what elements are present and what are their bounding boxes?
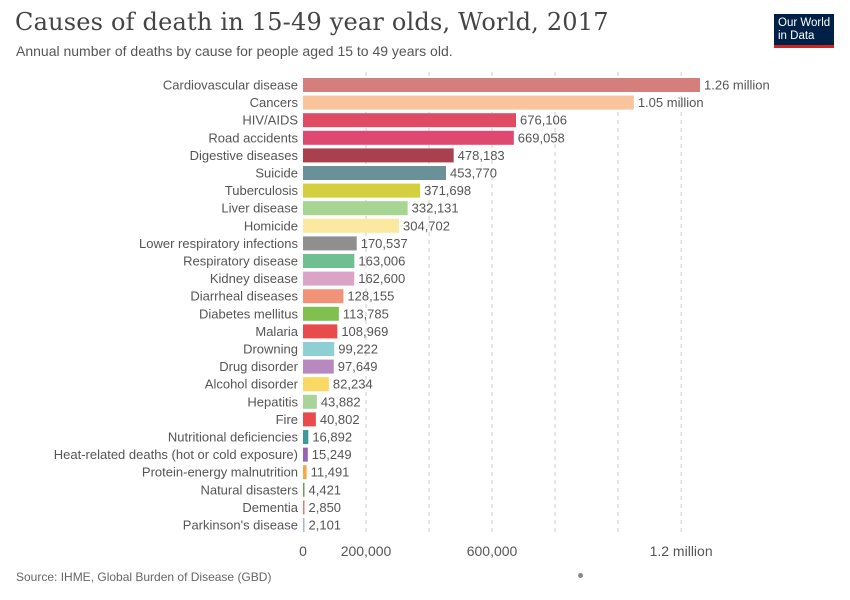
x-axis: 0 200,000 600,000 1.2 million xyxy=(299,543,713,559)
bar xyxy=(303,78,700,92)
bar xyxy=(303,183,421,198)
logo-line-1: Our World xyxy=(778,17,831,29)
value-label: 669,058 xyxy=(518,130,565,145)
category-label: Dementia xyxy=(242,500,298,515)
bar xyxy=(303,130,514,145)
value-label: 40,802 xyxy=(320,412,360,427)
value-label: 99,222 xyxy=(338,342,378,357)
category-label: Diabetes mellitus xyxy=(199,306,298,321)
logo-line-2: in Data xyxy=(778,30,815,42)
bar xyxy=(303,289,344,304)
x-tick-label: 200,000 xyxy=(341,543,392,559)
category-label: Fire xyxy=(276,412,298,427)
value-label: 97,649 xyxy=(338,359,378,374)
category-label: Suicide xyxy=(255,166,298,181)
bar xyxy=(303,254,355,268)
bar xyxy=(303,166,446,180)
category-label: Tuberculosis xyxy=(225,183,299,198)
category-label: Heat-related deaths (hot or cold exposur… xyxy=(54,447,298,462)
value-label: 676,106 xyxy=(520,113,567,128)
category-label: Road accidents xyxy=(208,130,298,145)
category-label: Parkinson's disease xyxy=(183,518,298,533)
value-label: 16,892 xyxy=(312,430,352,445)
bar xyxy=(303,271,355,286)
value-label: 128,155 xyxy=(347,289,394,304)
value-label: 162,600 xyxy=(358,271,405,286)
value-label: 4,421 xyxy=(309,482,342,497)
value-label: 11,491 xyxy=(311,465,350,480)
category-label: Homicide xyxy=(244,218,298,233)
category-label: HIV/AIDS xyxy=(242,113,298,128)
value-label: 170,537 xyxy=(361,236,408,251)
bar xyxy=(303,518,305,532)
bar xyxy=(303,377,329,392)
value-label: 108,969 xyxy=(341,324,388,339)
bar xyxy=(303,430,309,444)
category-label: Digestive diseases xyxy=(190,148,299,163)
bar xyxy=(303,201,408,216)
bar xyxy=(303,500,305,515)
chart-subtitle: Annual number of deaths by cause for peo… xyxy=(16,43,453,59)
value-label: 1.26 million xyxy=(704,78,770,93)
bar xyxy=(303,95,634,110)
bar xyxy=(303,359,334,374)
category-label: Drug disorder xyxy=(219,359,298,374)
x-tick-label: 0 xyxy=(299,543,307,559)
value-label: 453,770 xyxy=(450,166,497,181)
value-label: 113,785 xyxy=(343,306,389,321)
x-tick-label: 1.2 million xyxy=(650,543,713,559)
bar xyxy=(303,236,357,251)
category-label: Diarrheal diseases xyxy=(190,289,298,304)
bar xyxy=(303,218,400,233)
category-label: Alcohol disorder xyxy=(205,377,299,392)
bar xyxy=(303,324,338,339)
value-label: 478,183 xyxy=(458,148,505,163)
timeline-dot[interactable] xyxy=(578,573,583,578)
bar xyxy=(303,306,339,321)
category-label: Protein-energy malnutrition xyxy=(142,465,298,480)
bars: Cardiovascular disease 1.26 million Cancer… xyxy=(54,78,770,533)
value-label: 82,234 xyxy=(333,377,373,392)
category-label: Nutritional deficiencies xyxy=(168,430,299,445)
value-label: 15,249 xyxy=(312,447,352,462)
value-label: 2,101 xyxy=(309,518,342,533)
category-label: Drowning xyxy=(243,342,298,357)
bar xyxy=(303,482,305,497)
value-label: 332,131 xyxy=(412,201,459,216)
value-label: 1.05 million xyxy=(638,95,704,110)
value-label: 2,850 xyxy=(309,500,342,515)
bar xyxy=(303,113,517,128)
category-label: Natural disasters xyxy=(200,482,298,497)
bar xyxy=(303,394,317,409)
x-tick-label: 600,000 xyxy=(467,543,518,559)
category-label: Cancers xyxy=(250,95,299,110)
value-label: 163,006 xyxy=(358,254,405,269)
category-label: Respiratory disease xyxy=(183,254,298,269)
bar xyxy=(303,412,316,427)
category-label: Lower respiratory infections xyxy=(139,236,298,251)
category-label: Malaria xyxy=(255,324,298,339)
value-label: 371,698 xyxy=(424,183,471,198)
bar xyxy=(303,342,335,356)
bar xyxy=(303,465,307,480)
value-label: 43,882 xyxy=(321,394,361,409)
chart-title: Causes of death in 15-49 year olds, Worl… xyxy=(15,8,609,36)
category-label: Kidney disease xyxy=(210,271,298,286)
category-label: Hepatitis xyxy=(247,394,298,409)
category-label: Cardiovascular disease xyxy=(163,78,298,93)
category-label: Liver disease xyxy=(221,201,298,216)
bar xyxy=(303,447,308,462)
owid-logo[interactable]: Our World in Data xyxy=(774,14,834,48)
value-label: 304,702 xyxy=(403,218,450,233)
source-note: Source: IHME, Global Burden of Disease (… xyxy=(16,570,272,584)
bar xyxy=(303,148,454,163)
